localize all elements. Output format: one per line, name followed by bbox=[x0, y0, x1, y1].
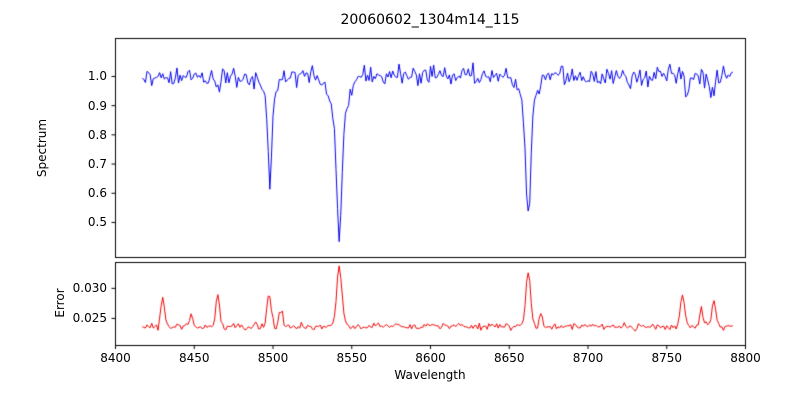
x-tick-label: 8700 bbox=[572, 351, 604, 365]
x-tick-label: 8550 bbox=[336, 351, 368, 365]
x-tick-label: 8600 bbox=[415, 351, 446, 365]
y-tick-label: 0.5 bbox=[87, 215, 107, 230]
x-axis-label: Wavelength bbox=[394, 368, 466, 382]
x-tick-label: 8500 bbox=[257, 351, 289, 365]
x-tick-label: 8800 bbox=[730, 351, 761, 365]
y-tick-label: 0.025 bbox=[72, 311, 107, 326]
y-tick-label: 1.0 bbox=[87, 69, 107, 84]
y-tick-label: 0.8 bbox=[87, 127, 107, 142]
y-tick-label: 0.6 bbox=[87, 186, 107, 201]
x-tick-label: 8450 bbox=[178, 351, 210, 365]
y-tick-label: 0.7 bbox=[87, 157, 107, 172]
x-tick-label: 8650 bbox=[493, 351, 525, 365]
x-tick-label: 8400 bbox=[100, 351, 131, 365]
y-tick-label: 0.9 bbox=[87, 98, 107, 113]
chart-title: 20060602_1304m14_115 bbox=[340, 12, 520, 28]
y-tick-label: 0.030 bbox=[72, 281, 107, 296]
x-tick-label: 8750 bbox=[651, 351, 683, 365]
